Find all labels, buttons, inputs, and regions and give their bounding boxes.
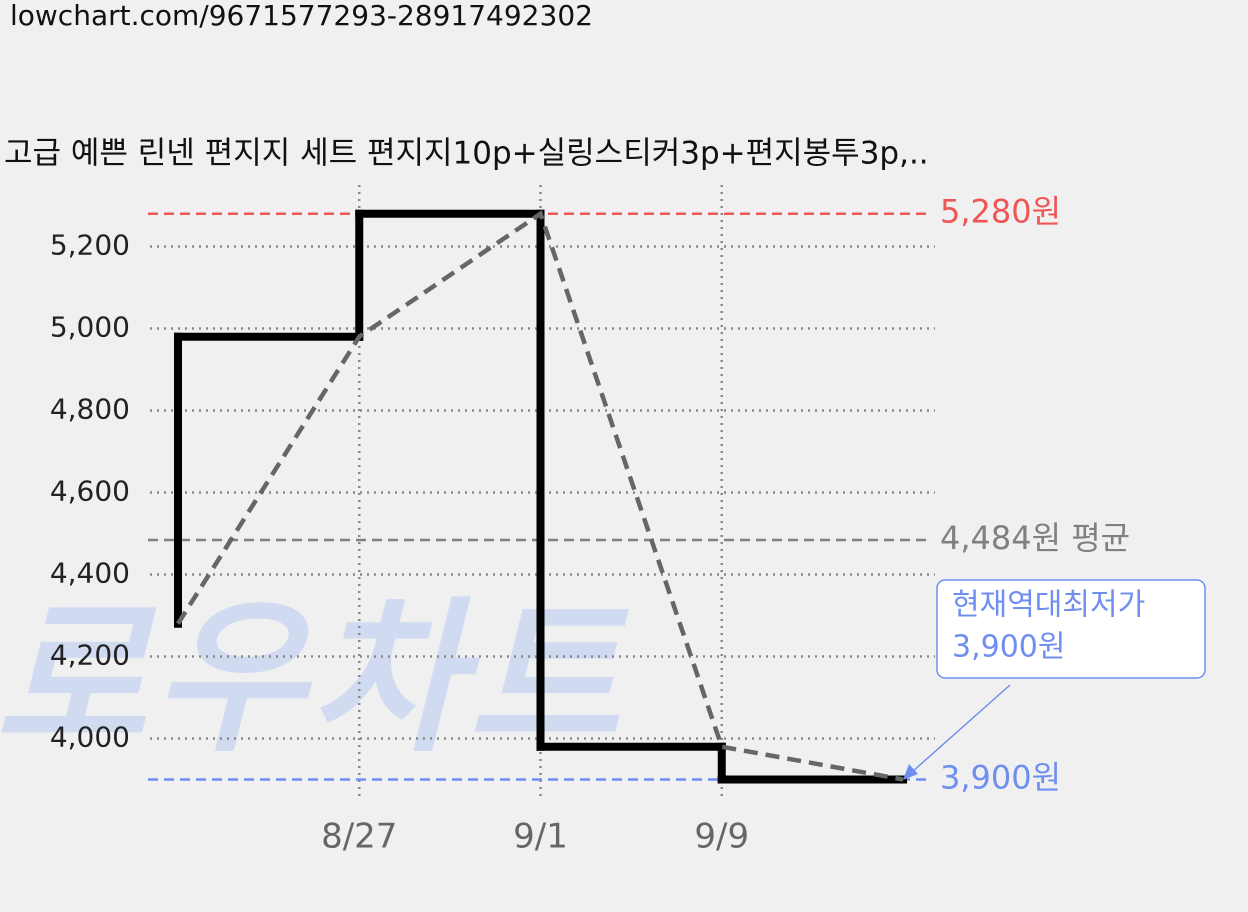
x-tick-label: 9/1	[513, 817, 568, 857]
x-tick-label: 8/27	[321, 817, 397, 857]
reference-label: 3,900원	[940, 759, 1061, 797]
reference-label: 5,280원	[940, 193, 1061, 231]
x-tick-label: 9/9	[694, 817, 749, 857]
y-tick-label: 5,000	[50, 311, 130, 344]
y-tick-label: 4,600	[50, 475, 130, 508]
annotation-text: 3,900원	[952, 630, 1065, 665]
annotation-arrow	[911, 684, 1011, 773]
y-tick-label: 4,200	[50, 639, 130, 672]
y-tick-label: 5,200	[50, 229, 130, 262]
y-tick-label: 4,000	[50, 721, 130, 754]
chart-title: 고급 예쁜 린넨 편지지 세트 편지지10p+실링스티커3p+편지봉투3p,..	[4, 136, 929, 172]
y-tick-label: 4,400	[50, 557, 130, 590]
reference-label: 4,484원 평균	[940, 519, 1130, 557]
y-tick-label: 4,800	[50, 393, 130, 426]
watermark: 로우차트	[0, 582, 629, 774]
annotation-text: 현재역대최저가	[952, 588, 1145, 623]
annotation-box	[936, 579, 1206, 679]
url: lowchart.com/9671577293-28917492302	[10, 0, 593, 32]
trend-line	[176, 210, 904, 782]
annotation-arrowhead	[903, 764, 918, 780]
